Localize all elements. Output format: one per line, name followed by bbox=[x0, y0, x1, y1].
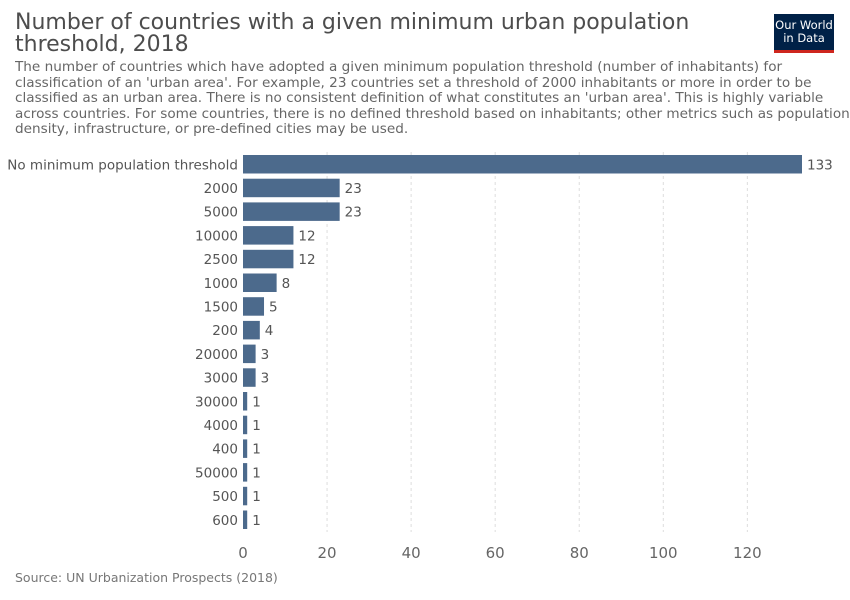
bar-5 bbox=[243, 273, 277, 292]
category-label-15: 600 bbox=[212, 513, 238, 529]
x-tick-label-100: 100 bbox=[649, 544, 678, 562]
category-label-11: 4000 bbox=[204, 418, 238, 434]
value-label-0: 133 bbox=[807, 157, 833, 173]
bar-4 bbox=[243, 249, 294, 269]
category-label-4: 2500 bbox=[204, 252, 238, 268]
bar-1 bbox=[243, 178, 340, 198]
category-label-3: 10000 bbox=[195, 228, 238, 244]
category-label-9: 3000 bbox=[204, 371, 238, 387]
value-label-2: 23 bbox=[345, 205, 362, 221]
source-note: Source: UN Urbanization Prospects (2018) bbox=[15, 570, 278, 585]
bar-6 bbox=[243, 297, 265, 316]
value-label-8: 3 bbox=[261, 347, 270, 363]
category-labels: No minimum population threshold 2000 5000 1… bbox=[7, 157, 238, 529]
bar-15 bbox=[243, 510, 248, 529]
value-label-1: 23 bbox=[345, 181, 362, 197]
bar-10 bbox=[243, 392, 248, 411]
value-label-9: 3 bbox=[261, 371, 270, 387]
bar-8 bbox=[243, 344, 256, 364]
value-label-4: 12 bbox=[298, 252, 315, 268]
category-label-14: 500 bbox=[212, 489, 238, 505]
value-label-3: 12 bbox=[298, 228, 315, 244]
bar-2 bbox=[243, 202, 340, 221]
x-tick-label-40: 40 bbox=[402, 544, 421, 562]
grid-lines bbox=[326, 152, 748, 532]
bar-11 bbox=[243, 415, 248, 435]
category-label-12: 400 bbox=[212, 442, 238, 458]
bar-14 bbox=[243, 486, 248, 506]
category-label-1: 2000 bbox=[204, 181, 238, 197]
chart-subtitle: The number of countries which have adopt… bbox=[15, 60, 850, 137]
category-label-6: 1500 bbox=[204, 299, 238, 315]
category-label-5: 1000 bbox=[204, 276, 238, 292]
x-tick-label-0: 0 bbox=[238, 544, 248, 562]
bar-7 bbox=[243, 320, 260, 340]
value-label-7: 4 bbox=[265, 323, 274, 339]
value-label-10: 1 bbox=[252, 394, 261, 410]
category-label-0: No minimum population threshold bbox=[7, 157, 238, 173]
value-label-5: 8 bbox=[282, 276, 291, 292]
bar-13 bbox=[243, 463, 248, 482]
x-tick-label-80: 80 bbox=[570, 544, 589, 562]
x-tick-label-60: 60 bbox=[486, 544, 505, 562]
bar-9 bbox=[243, 368, 256, 387]
bar-3 bbox=[243, 226, 294, 245]
x-tick-label-20: 20 bbox=[318, 544, 337, 562]
value-label-15: 1 bbox=[252, 513, 261, 529]
value-label-11: 1 bbox=[252, 418, 261, 434]
bars bbox=[243, 155, 802, 529]
owid-logo[interactable]: Our World in Data bbox=[774, 14, 834, 53]
value-label-14: 1 bbox=[252, 489, 261, 505]
value-label-12: 1 bbox=[252, 442, 261, 458]
category-label-7: 200 bbox=[212, 323, 238, 339]
category-label-10: 30000 bbox=[195, 394, 238, 410]
value-label-13: 1 bbox=[252, 465, 261, 481]
logo-line-2: in Data bbox=[783, 31, 825, 45]
logo-line-1: Our World bbox=[775, 18, 833, 32]
chart-title: Number of countries with a given minimum… bbox=[15, 12, 690, 57]
value-label-6: 5 bbox=[269, 299, 278, 315]
bar-12 bbox=[243, 439, 248, 458]
category-label-8: 20000 bbox=[195, 347, 238, 363]
x-tick-label-120: 120 bbox=[733, 544, 762, 562]
bar-0 bbox=[243, 155, 802, 174]
category-label-13: 50000 bbox=[195, 465, 238, 481]
x-axis-ticks: 0 20 40 60 80 100 120 bbox=[238, 544, 761, 562]
category-label-2: 5000 bbox=[204, 205, 238, 221]
